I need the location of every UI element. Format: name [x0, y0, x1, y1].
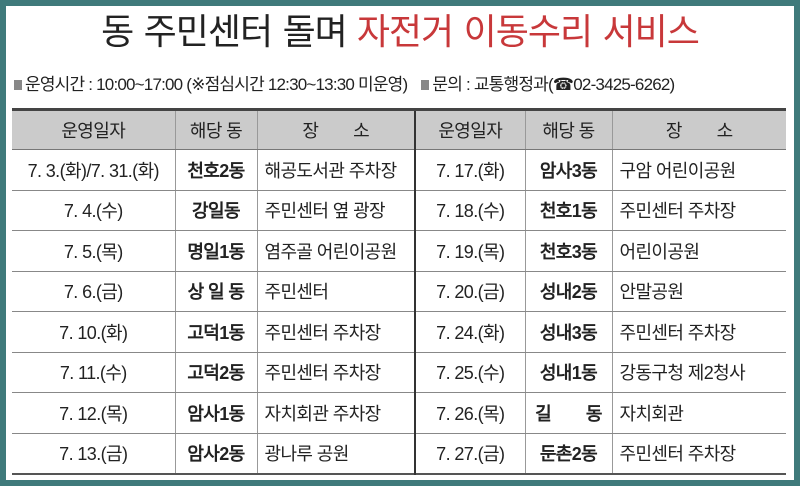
header-date: 운영일자 [12, 109, 175, 150]
cell-date: 7. 5.(목) [12, 230, 175, 272]
cell-date: 7. 13.(금) [12, 433, 175, 474]
contact-info: 문의 : 교통행정과(☎02-3425-6262) [432, 75, 675, 94]
cell-dong: 상 일 동 [174, 271, 257, 312]
cell-place: 염주골 어린이공원 [256, 230, 415, 272]
header-place: 장 소 [256, 109, 415, 150]
bullet-square-icon [421, 80, 430, 90]
cell-dong: 고덕1동 [174, 311, 257, 353]
header-dong: 해당 동 [524, 109, 612, 150]
cell-date: 7. 26.(목) [414, 392, 525, 434]
cell-place: 주민센터 주차장 [256, 352, 415, 393]
cell-date: 7. 20.(금) [414, 271, 525, 312]
cell-date: 7. 11.(수) [12, 352, 175, 393]
title-black: 동 주민센터 돌며 [101, 12, 348, 53]
cell-place: 해공도서관 주차장 [256, 149, 415, 191]
header-date: 운영일자 [414, 109, 525, 150]
cell-place: 자치회관 주차장 [256, 392, 415, 434]
table-row: 7. 4.(수) 강일동 주민센터 옆 광장 7. 18.(수) 천호1동 주민센터 주차… [12, 190, 786, 231]
cell-dong: 암사1동 [174, 392, 257, 434]
table-row: 7. 5.(목) 명일1동 염주골 어린이공원 7. 19.(목) 천호3동 어린이공원 [12, 230, 786, 272]
cell-date: 7. 17.(화) [414, 149, 525, 191]
cell-dong: 천호2동 [174, 149, 257, 191]
cell-place: 어린이공원 [611, 230, 786, 272]
cell-dong: 암사2동 [174, 433, 257, 474]
cell-dong: 성내1동 [524, 352, 612, 393]
table-row: 7. 10.(화) 고덕1동 주민센터 주차장 7. 24.(화) 성내3동 주민센터 주… [12, 311, 786, 353]
cell-place: 주민센터 주차장 [611, 433, 786, 474]
cell-dong: 천호3동 [524, 230, 612, 272]
cell-dong: 둔촌2동 [524, 433, 612, 474]
cell-dong: 암사3동 [524, 149, 612, 191]
bullet-square-icon [14, 80, 22, 90]
cell-date: 7. 4.(수) [12, 190, 175, 231]
table-row: 7. 13.(금) 암사2동 광나루 공원 7. 27.(금) 둔촌2동 주민센터 주차장 [12, 433, 786, 474]
table-row: 7. 3.(화)/7. 31.(화) 천호2동 해공도서관 주차장 7. 17.(화)… [12, 149, 786, 191]
page-title: 동 주민센터 돌며 자전거 이동수리 서비스 [6, 10, 794, 56]
header-dong: 해당 동 [174, 109, 257, 150]
cell-dong: 천호1동 [524, 190, 612, 231]
header-place: 장 소 [611, 109, 786, 150]
cell-dong: 고덕2동 [174, 352, 257, 393]
cell-dong: 길 동 [524, 392, 612, 434]
cell-date: 7. 27.(금) [414, 433, 525, 474]
cell-dong: 성내2동 [524, 271, 612, 312]
cell-dong: 성내3동 [524, 311, 612, 353]
cell-date: 7. 25.(수) [414, 352, 525, 393]
table-row: 7. 11.(수) 고덕2동 주민센터 주차장 7. 25.(수) 성내1동 강동구청 제… [12, 352, 786, 393]
cell-date: 7. 12.(목) [12, 392, 175, 434]
cell-date: 7. 19.(목) [414, 230, 525, 272]
cell-dong: 강일동 [174, 190, 257, 231]
cell-date: 7. 6.(금) [12, 271, 175, 312]
cell-date: 7. 3.(화)/7. 31.(화) [12, 149, 175, 191]
cell-place: 강동구청 제2청사 [611, 352, 786, 393]
cell-place: 자치회관 [611, 392, 786, 434]
cell-dong: 명일1동 [174, 230, 257, 272]
cell-place: 주민센터 주차장 [256, 311, 415, 353]
info-line: 운영시간 : 10:00~17:00 (※점심시간 12:30~13:30 미운… [14, 70, 794, 95]
table-row: 7. 12.(목) 암사1동 자치회관 주차장 7. 26.(목) 길 동 자치회관 [12, 392, 786, 434]
cell-date: 7. 10.(화) [12, 311, 175, 353]
table-row: 7. 6.(금) 상 일 동 주민센터 7. 20.(금) 성내2동 안말공원 [12, 271, 786, 312]
cell-place: 주민센터 주차장 [611, 311, 786, 353]
cell-place: 광나루 공원 [256, 433, 415, 474]
cell-date: 7. 18.(수) [414, 190, 525, 231]
cell-place: 구암 어린이공원 [611, 149, 786, 191]
cell-place: 안말공원 [611, 271, 786, 312]
cell-place: 주민센터 옆 광장 [256, 190, 415, 231]
operating-hours: 운영시간 : 10:00~17:00 (※점심시간 12:30~13:30 미운… [25, 75, 408, 94]
cell-date: 7. 24.(화) [414, 311, 525, 353]
title-red: 자전거 이동수리 서비스 [356, 12, 700, 53]
notice-frame: 동 주민센터 돌며 자전거 이동수리 서비스 운영시간 : 10:00~17:00… [6, 6, 794, 480]
cell-place: 주민센터 주차장 [611, 190, 786, 231]
cell-place: 주민센터 [256, 271, 415, 312]
